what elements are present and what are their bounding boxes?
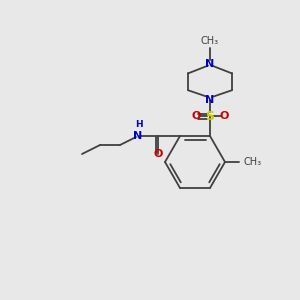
Text: N: N bbox=[134, 131, 142, 141]
Text: N: N bbox=[206, 95, 214, 105]
Text: CH₃: CH₃ bbox=[244, 157, 262, 167]
Text: O: O bbox=[219, 111, 229, 121]
Text: O: O bbox=[153, 149, 163, 159]
Text: N: N bbox=[206, 58, 214, 69]
Text: O: O bbox=[191, 111, 201, 121]
Text: S: S bbox=[206, 110, 214, 122]
Text: H: H bbox=[135, 120, 143, 129]
Text: CH₃: CH₃ bbox=[201, 36, 219, 46]
